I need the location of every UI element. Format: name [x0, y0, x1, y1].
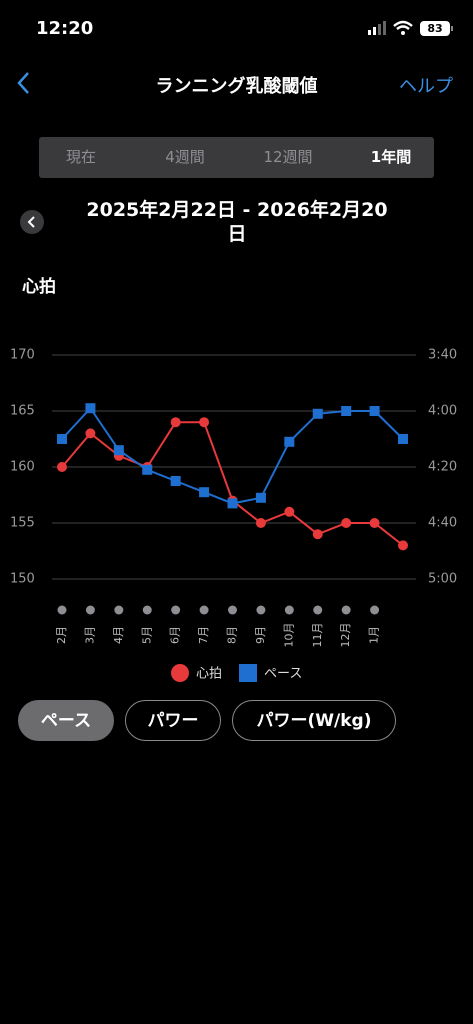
point-marker — [199, 487, 210, 498]
x-indicator-dot — [85, 605, 95, 615]
point-marker — [284, 436, 295, 447]
point-marker — [312, 529, 323, 540]
metric-button[interactable]: パワー(W/kg) — [232, 700, 396, 741]
x-tick-label: 8月 — [226, 626, 239, 644]
chart: 150 155 160 165 170 3:40 4:00 4:20 4:40 5:00 2月 3月 4… — [10, 348, 457, 682]
point-marker — [255, 492, 266, 503]
prev-period-button[interactable] — [19, 209, 45, 235]
status-time: 12:20 — [36, 18, 94, 39]
x-indicator-dot — [370, 605, 380, 615]
point-marker — [85, 428, 96, 439]
legend-swatch — [239, 664, 257, 682]
metric-label: 心拍 — [22, 277, 56, 297]
x-tick-label: 5月 — [140, 626, 153, 644]
metric-button[interactable]: パワー — [125, 700, 221, 741]
point-marker — [85, 403, 96, 414]
y2-tick-label: 4:40 — [428, 516, 457, 531]
point-marker — [113, 445, 124, 456]
point-marker — [398, 540, 408, 551]
metric-button[interactable]: ペース — [18, 700, 114, 741]
x-indicator-dot — [142, 605, 152, 615]
back-button[interactable] — [12, 70, 36, 96]
segment-tab[interactable]: 現在 — [65, 148, 96, 166]
x-tick-label: 10月 — [282, 623, 295, 648]
x-tick-label: 12月 — [339, 623, 352, 648]
x-indicator-dot — [228, 605, 237, 615]
point-marker — [341, 406, 352, 416]
y2-tick-label: 5:00 — [428, 572, 457, 587]
y-tick-label: 150 — [10, 572, 35, 587]
point-marker — [341, 518, 352, 528]
battery-level: 83 — [427, 22, 442, 35]
x-indicator-dot — [114, 605, 124, 615]
y-tick-label: 165 — [10, 404, 35, 419]
point-marker — [199, 417, 210, 428]
point-marker — [369, 406, 380, 416]
point-marker — [255, 518, 266, 528]
x-tick-label: 9月 — [254, 626, 267, 644]
segment-tab[interactable]: 1年間 — [370, 148, 412, 166]
x-tick-label: 11月 — [311, 623, 324, 648]
legend-swatch — [171, 664, 189, 682]
point-marker — [57, 462, 67, 472]
point-marker — [369, 518, 380, 528]
nav-title: ランニング乳酸閾値 — [155, 76, 318, 97]
point-marker — [57, 434, 67, 444]
x-tick-label: 6月 — [169, 626, 182, 644]
x-tick-label: 7月 — [197, 626, 210, 644]
point-marker — [284, 506, 295, 517]
x-tick-label: 4月 — [112, 626, 125, 644]
status-icons: 83 — [368, 20, 453, 36]
x-indicator-dot — [313, 605, 323, 615]
help-button[interactable]: ヘルプ — [399, 76, 453, 97]
legend-label: 心拍 — [196, 667, 222, 682]
point-marker — [227, 498, 238, 509]
x-indicator-dot — [57, 605, 67, 615]
x-tick-label: 3月 — [83, 626, 96, 644]
point-marker — [170, 476, 181, 486]
date-range: 2025年2月22日 - 2026年2月20日 — [86, 199, 388, 245]
y-tick-label: 170 — [10, 348, 35, 363]
point-marker — [398, 434, 408, 444]
x-indicator-dot — [256, 605, 266, 615]
segment-tab[interactable]: 4週間 — [165, 148, 205, 166]
series-line — [61, 406, 404, 505]
x-tick-label: 2月 — [55, 626, 68, 644]
y-tick-label: 160 — [10, 460, 35, 475]
y2-tick-label: 4:00 — [428, 404, 457, 419]
x-indicator-dot — [199, 605, 209, 615]
x-indicator-dot — [171, 605, 181, 615]
y2-tick-label: 4:20 — [428, 460, 457, 475]
point-marker — [142, 464, 153, 475]
point-marker — [170, 417, 181, 428]
legend-label: ペース — [264, 667, 302, 682]
y-tick-label: 155 — [10, 516, 35, 531]
segmented-control — [39, 137, 434, 178]
y2-tick-label: 3:40 — [428, 348, 457, 363]
x-indicator-dot — [284, 605, 294, 615]
segment-tab[interactable]: 12週間 — [263, 148, 313, 166]
x-indicator-dot — [341, 605, 351, 615]
x-tick-label: 1月 — [368, 626, 381, 644]
point-marker — [312, 408, 323, 419]
